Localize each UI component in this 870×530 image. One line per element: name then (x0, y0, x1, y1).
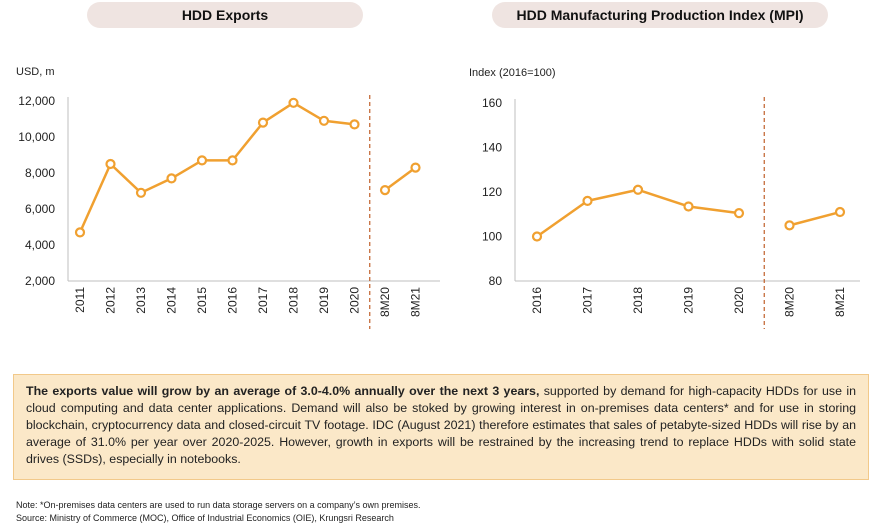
mpi-ytick-label: 100 (482, 230, 502, 244)
mpi-ytick-label: 120 (482, 185, 502, 199)
exports-data-point (410, 162, 421, 173)
mpi-ytick-label: 80 (489, 274, 503, 288)
exports-series-line-2 (384, 166, 417, 192)
source-line: Source: Ministry of Commerce (MOC), Offi… (16, 512, 394, 523)
callout-bold-text: The exports value will grow by an averag… (26, 384, 540, 398)
exports-data-point (349, 119, 360, 130)
mpi-series-line-2 (789, 210, 841, 227)
exports-xtick-label: 8M21 (409, 287, 423, 317)
footer-notes: Note: *On-premises data centers are used… (16, 499, 421, 524)
mpi-data-point (834, 206, 846, 218)
mpi-xtick-label: 2018 (631, 287, 645, 314)
exports-data-point (196, 155, 208, 166)
exports-ytick-label: 4,000 (25, 238, 55, 252)
exports-xtick-label: 2020 (348, 287, 362, 314)
exports-xtick-label: 2018 (287, 287, 301, 314)
exports-xtick-label: 2015 (195, 287, 209, 314)
exports-data-point (379, 185, 391, 196)
mpi-data-point (683, 201, 694, 212)
footnote: Note: *On-premises data centers are used… (16, 500, 421, 510)
mpi-ylabel: Index (2016=100) (469, 67, 556, 79)
exports-data-point (135, 187, 147, 198)
exports-chart-title: HDD Exports (87, 2, 363, 28)
exports-xtick-label: 8M20 (378, 287, 392, 317)
exports-ytick-label: 6,000 (25, 202, 55, 216)
exports-xtick-label: 2011 (73, 287, 87, 313)
mpi-xtick-label: 2016 (530, 287, 544, 314)
exports-ylabel: USD, m (16, 66, 55, 78)
exports-ytick-label: 10,000 (18, 130, 55, 144)
mpi-data-point (733, 208, 745, 219)
exports-ytick-label: 2,000 (25, 274, 55, 288)
mpi-xtick-label: 2019 (682, 287, 696, 314)
summary-callout: The exports value will grow by an averag… (13, 374, 869, 480)
exports-xtick-label: 2019 (317, 287, 331, 314)
exports-xtick-label: 2016 (226, 287, 240, 314)
mpi-data-point (784, 220, 795, 231)
mpi-data-point (582, 195, 593, 206)
mpi-xtick-label: 8M21 (833, 287, 847, 317)
callout-body-text: supported by demand for high-capacity HD… (26, 384, 856, 466)
mpi-xtick-label: 8M20 (783, 287, 797, 317)
mpi-series-line-1 (536, 188, 740, 238)
exports-ytick-label: 8,000 (25, 166, 55, 180)
exports-data-point (288, 97, 299, 108)
exports-xtick-label: 2014 (165, 287, 179, 314)
exports-data-point (166, 173, 177, 184)
exports-xtick-label: 2017 (256, 287, 270, 314)
exports-data-point (105, 158, 116, 170)
mpi-data-point (531, 231, 543, 242)
mpi-ytick-label: 140 (482, 141, 502, 155)
mpi-xtick-label: 2020 (732, 287, 746, 314)
exports-data-point (74, 227, 86, 238)
exports-xtick-label: 2013 (134, 287, 148, 314)
mpi-xtick-label: 2017 (581, 287, 595, 314)
mpi-data-point (632, 184, 644, 195)
exports-data-point (318, 115, 330, 126)
exports-data-point (257, 117, 269, 128)
exports-series-line-1 (78, 101, 355, 233)
exports-xtick-label: 2012 (104, 287, 118, 314)
exports-data-point (227, 155, 238, 166)
mpi-chart-title: HDD Manufacturing Production Index (MPI) (492, 2, 828, 28)
charts-canvas: USD, m 2,000 4,000 6,000 8,000 10,000 12,000 20… (16, 66, 860, 329)
mpi-ytick-label: 160 (482, 96, 502, 110)
exports-ytick-label: 12,000 (18, 94, 55, 108)
